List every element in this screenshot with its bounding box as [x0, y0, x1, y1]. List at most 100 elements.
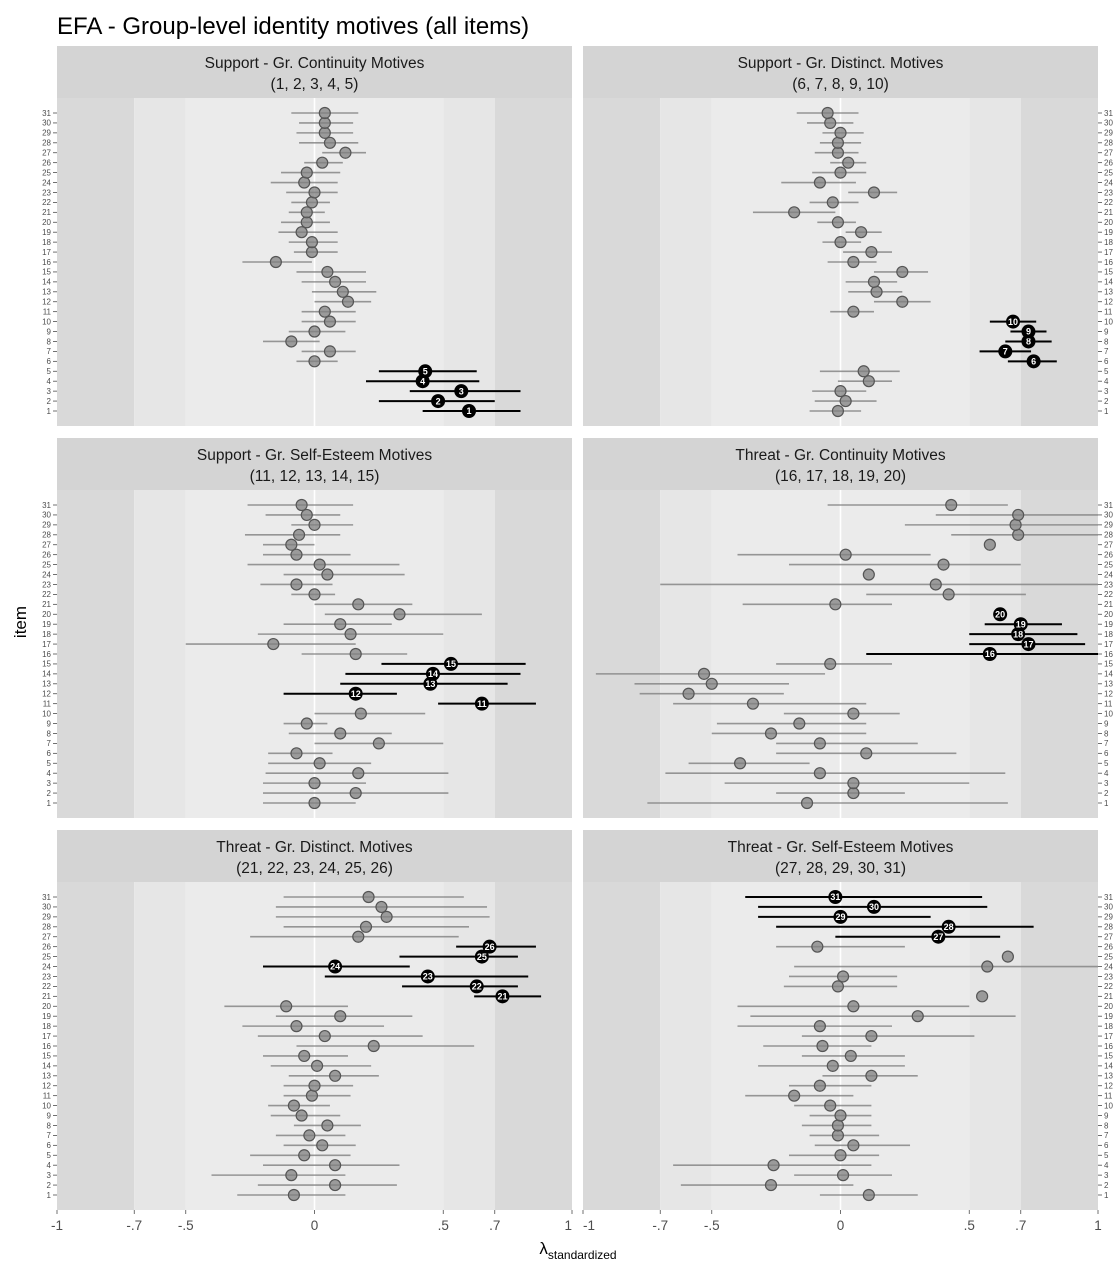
x-axis-label: λstandardized	[539, 1239, 616, 1262]
point-label: 21	[497, 992, 507, 1002]
estimate-point	[418, 364, 433, 379]
estimate-point	[318, 106, 331, 120]
estimate-point	[290, 578, 303, 591]
y-tick-label: 10	[42, 317, 51, 326]
point-label: 4	[420, 376, 425, 386]
estimate-point	[929, 578, 942, 591]
y-tick-label: 28	[42, 923, 51, 932]
y-tick-label: 7	[47, 1131, 52, 1140]
estimate-point	[788, 206, 801, 219]
estimate-point	[746, 697, 760, 710]
y-tick-label: 27	[42, 933, 51, 942]
shaded-band	[443, 98, 495, 426]
y-tick-label: 26	[42, 158, 51, 167]
y-tick-label: 14	[1104, 278, 1113, 287]
y-tick-label: 19	[1104, 620, 1113, 629]
shaded-band	[969, 882, 1021, 1210]
estimate-point	[321, 568, 334, 581]
y-tick-label: 4	[1104, 377, 1109, 386]
y-tick-label: 28	[1104, 923, 1113, 932]
estimate-point	[982, 647, 997, 661]
y-tick-label: 16	[42, 650, 51, 659]
y-tick-label: 9	[47, 327, 52, 336]
y-tick-label: 6	[1104, 357, 1109, 366]
estimate-point	[1012, 528, 1025, 541]
point-label: 8	[1026, 337, 1031, 347]
point-label: 12	[351, 689, 361, 699]
y-tick-label: 19	[1104, 1012, 1113, 1021]
estimate-point	[834, 385, 847, 398]
y-tick-label: 19	[42, 620, 51, 629]
estimate-point	[847, 777, 860, 790]
estimate-point	[290, 548, 303, 561]
estimate-point	[896, 265, 909, 279]
shaded-band	[583, 98, 661, 426]
y-tick-label: 1	[47, 799, 52, 808]
panel-strip	[583, 830, 1098, 882]
estimate-point	[462, 404, 476, 418]
y-tick-label: 24	[1104, 962, 1113, 971]
y-tick-label: 26	[1104, 942, 1113, 951]
y-tick-label: 6	[47, 1141, 52, 1150]
point-label: 19	[1016, 619, 1026, 629]
y-tick-label: 25	[42, 952, 51, 961]
x-tick-label: 0	[837, 1218, 845, 1233]
y-tick-label: 29	[1104, 913, 1113, 922]
y-tick-label: 13	[42, 1072, 51, 1081]
point-label: 31	[830, 892, 840, 902]
estimate-point	[836, 970, 850, 983]
estimate-point	[826, 1059, 839, 1072]
estimate-point	[267, 637, 280, 651]
point-label: 2	[436, 396, 441, 406]
y-tick-label: 4	[47, 377, 52, 386]
estimate-point	[431, 394, 446, 409]
y-tick-label: 30	[1104, 903, 1113, 912]
estimate-point	[367, 1039, 380, 1053]
x-tick-label: 0	[311, 1218, 319, 1233]
y-tick-label: 17	[1104, 248, 1113, 257]
x-tick-label: .5	[964, 1218, 975, 1233]
shaded-band	[494, 882, 572, 1210]
y-tick-label: 16	[1104, 1042, 1113, 1051]
estimate-point	[896, 295, 909, 308]
y-tick-label: 31	[1104, 109, 1113, 118]
estimate-point	[349, 786, 362, 800]
estimate-point	[339, 146, 352, 159]
y-tick-label: 12	[42, 298, 51, 307]
y-tick-label: 23	[1104, 580, 1113, 589]
x-tick-label: 1	[1094, 1218, 1102, 1233]
estimate-point	[1006, 314, 1021, 329]
y-tick-label: 2	[47, 397, 52, 406]
x-axis-label-subscript: standardized	[548, 1248, 617, 1262]
estimate-point	[375, 900, 388, 914]
estimate-point	[839, 394, 852, 408]
y-tick-label: 2	[47, 789, 52, 798]
estimate-point	[983, 538, 996, 551]
y-tick-label: 10	[42, 709, 51, 718]
y-tick-label: 14	[42, 1062, 51, 1071]
y-tick-label: 2	[47, 1181, 52, 1190]
estimate-point	[290, 1020, 303, 1033]
estimate-point	[821, 106, 834, 120]
y-tick-label: 22	[42, 590, 51, 599]
panel-strip-title: Threat - Gr. Self-Esteem Motives	[728, 839, 954, 856]
y-tick-label: 16	[42, 1042, 51, 1051]
estimate-point	[813, 767, 827, 780]
y-tick-label: 1	[1104, 1191, 1109, 1200]
y-tick-label: 21	[1104, 600, 1113, 609]
shaded-band	[969, 98, 1021, 426]
y-tick-label: 27	[42, 149, 51, 158]
y-tick-label: 26	[42, 550, 51, 559]
estimate-point	[474, 696, 489, 711]
estimate-point	[321, 265, 334, 279]
estimate-point	[290, 747, 303, 760]
y-tick-label: 3	[1104, 1171, 1109, 1180]
point-label: 3	[459, 386, 464, 396]
estimate-point	[976, 990, 989, 1003]
estimate-point	[334, 1010, 347, 1023]
y-tick-label: 19	[42, 1012, 51, 1021]
estimate-point	[454, 384, 469, 399]
estimate-point	[1021, 334, 1036, 349]
estimate-point	[862, 375, 875, 388]
